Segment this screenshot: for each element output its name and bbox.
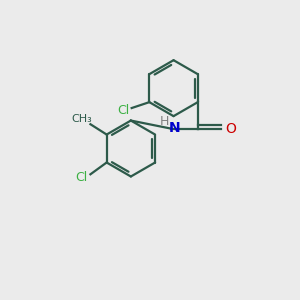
Text: N: N <box>169 121 181 135</box>
Text: H: H <box>160 115 170 128</box>
Text: CH₃: CH₃ <box>72 114 93 124</box>
Text: Cl: Cl <box>117 104 130 117</box>
Text: Cl: Cl <box>76 171 88 184</box>
Text: O: O <box>225 122 236 136</box>
